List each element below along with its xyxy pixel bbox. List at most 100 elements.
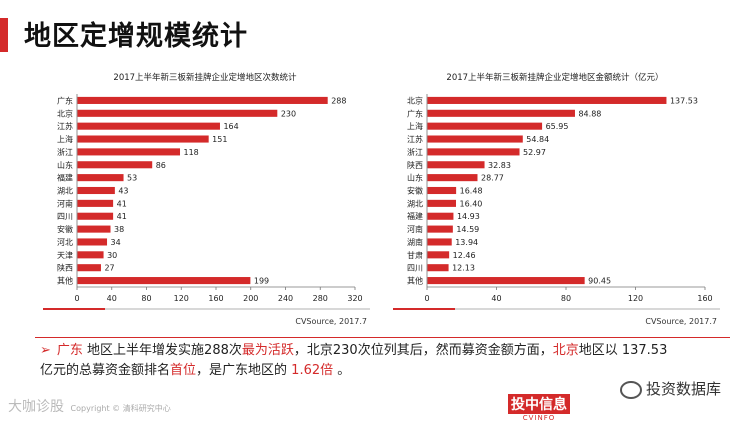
bar <box>77 264 101 272</box>
summary-part: ，是广东地区的 <box>196 363 292 378</box>
bar <box>77 161 153 169</box>
category-label: 广东 <box>407 108 423 118</box>
category-label: 安徽 <box>407 186 423 196</box>
x-tick-label: 160 <box>697 294 712 303</box>
value-label: 38 <box>114 225 124 234</box>
page-title: 地区定增规模统计 <box>24 21 248 52</box>
value-label: 151 <box>212 135 227 144</box>
bar <box>427 122 543 130</box>
bar <box>77 238 108 246</box>
x-tick-label: 80 <box>561 294 571 303</box>
value-label: 52.97 <box>523 148 546 157</box>
value-label: 43 <box>118 187 128 196</box>
x-tick-label: 240 <box>278 294 293 303</box>
bar <box>427 96 667 104</box>
bar <box>77 174 124 182</box>
x-tick-label: 40 <box>491 294 501 303</box>
value-label: 30 <box>107 251 117 260</box>
x-tick-label: 120 <box>174 294 189 303</box>
x-tick-label: 0 <box>74 294 79 303</box>
bar <box>77 212 114 220</box>
bar <box>77 122 220 130</box>
chart-amount-by-region: 2017上半年新三板新挂牌企业定增地区金额统计（亿元） 北京 137.53 广东 84.… <box>385 62 725 332</box>
summary-text: ➢ 广东 地区上半年增发实施288次最为活跃，北京230次位列其后，然而募资金额方… <box>40 341 670 381</box>
divider-line <box>35 337 730 338</box>
bar <box>427 161 485 169</box>
summary-highlight-ratio: 1.62倍 <box>291 363 334 378</box>
bar <box>77 96 328 104</box>
category-label: 山东 <box>57 160 73 170</box>
chart-footer-accent <box>43 308 105 310</box>
summary-highlight-guangdong: 广东 <box>56 343 83 358</box>
chart-source: CVSource, 2017.7 <box>295 317 367 326</box>
category-label: 浙江 <box>407 147 423 157</box>
value-label: 90.45 <box>588 277 611 286</box>
chart-title: 2017上半年新三板新挂牌企业定增地区金额统计（亿元） <box>446 72 663 83</box>
value-label: 84.88 <box>578 109 601 118</box>
summary-highlight-beijing: 北京 <box>552 343 579 358</box>
value-label: 53 <box>127 174 137 183</box>
category-label: 甘肃 <box>407 250 423 260</box>
category-label: 河北 <box>57 237 73 247</box>
value-label: 41 <box>117 212 127 221</box>
category-label: 湖北 <box>407 199 423 208</box>
bar <box>77 199 114 207</box>
x-tick-label: 0 <box>424 294 429 303</box>
wechat-label: 投资数据库 <box>646 380 722 398</box>
bar <box>77 135 209 143</box>
chart-source: CVSource, 2017.7 <box>645 317 717 326</box>
bar <box>427 174 478 182</box>
value-label: 54.84 <box>526 135 549 144</box>
value-label: 137.53 <box>670 96 698 105</box>
value-label: 16.40 <box>459 199 482 208</box>
bar <box>427 199 456 207</box>
bar <box>77 148 181 156</box>
bar <box>427 238 452 246</box>
bar <box>427 277 585 285</box>
bar <box>427 109 575 117</box>
value-label: 86 <box>156 161 166 170</box>
category-label: 北京 <box>57 108 73 118</box>
bullet-arrow-icon: ➢ <box>40 343 51 358</box>
category-label: 天津 <box>57 250 73 260</box>
value-label: 118 <box>184 148 199 157</box>
category-label: 福建 <box>407 211 423 221</box>
bar <box>427 186 457 195</box>
summary-part: 。 <box>333 363 351 378</box>
category-label: 上海 <box>57 134 73 144</box>
value-label: 16.48 <box>460 187 483 196</box>
category-label: 湖南 <box>407 237 423 247</box>
category-label: 其他 <box>57 276 73 286</box>
value-label: 199 <box>254 277 269 286</box>
value-label: 14.59 <box>456 225 479 234</box>
bar <box>427 212 454 220</box>
summary-part: 地区上半年增发实施288次 <box>82 343 242 358</box>
value-label: 288 <box>331 96 346 105</box>
x-tick-label: 80 <box>141 294 151 303</box>
value-label: 32.83 <box>488 161 511 170</box>
category-label: 陕西 <box>57 263 73 273</box>
category-label: 其他 <box>407 276 423 286</box>
bar <box>427 135 523 143</box>
category-label: 江苏 <box>407 134 423 144</box>
bar <box>77 225 111 233</box>
category-label: 陕西 <box>407 160 423 170</box>
chart-title: 2017上半年新三板新挂牌企业定增地区次数统计 <box>113 72 297 83</box>
category-label: 河南 <box>407 224 423 234</box>
value-label: 41 <box>117 199 127 208</box>
bar <box>427 225 453 233</box>
value-label: 12.46 <box>453 251 476 260</box>
summary-highlight-first: 首位 <box>170 363 197 378</box>
logo-text: 投中信息 <box>508 394 570 414</box>
chart-amount-svg: 2017上半年新三板新挂牌企业定增地区金额统计（亿元） 北京 137.53 广东 84.… <box>393 72 720 326</box>
value-label: 27 <box>104 264 114 273</box>
category-label: 浙江 <box>57 147 73 157</box>
category-label: 四川 <box>407 264 423 273</box>
value-label: 28.77 <box>481 174 504 183</box>
bar <box>77 277 251 285</box>
footer-watermark: 大咖诊股 <box>8 399 64 415</box>
bar <box>77 251 104 259</box>
footer: 大咖诊股 Copyright © 清科研究中心 <box>8 396 171 416</box>
value-label: 65.95 <box>546 122 569 131</box>
